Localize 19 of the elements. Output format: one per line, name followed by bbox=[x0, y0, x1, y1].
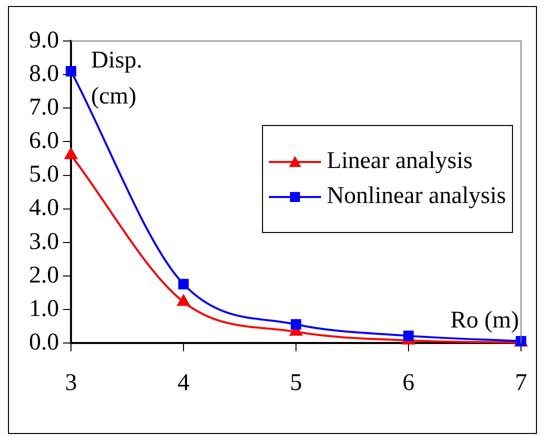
y-tick-label: 8.0 bbox=[29, 60, 59, 87]
legend-label: Linear analysis bbox=[326, 148, 473, 175]
y-tick-label: 4.0 bbox=[29, 195, 59, 222]
y-tick-label: 6.0 bbox=[29, 128, 59, 154]
x-tick-label: 3 bbox=[65, 370, 77, 396]
y-axis-title: Disp. (cm) bbox=[91, 47, 142, 110]
x-axis-title: Ro (m) bbox=[450, 307, 519, 334]
y-tick-label: 9.0 bbox=[29, 27, 59, 54]
y-tick-label: 1.0 bbox=[29, 296, 59, 322]
legend-label: Nonlinear analysis bbox=[326, 183, 506, 210]
y-tick-label: 2.0 bbox=[29, 262, 59, 288]
x-tick-label: 6 bbox=[402, 370, 414, 396]
x-tick-label: 4 bbox=[178, 370, 190, 396]
y-tick-label: 7.0 bbox=[29, 94, 59, 120]
y-tick-label: 3.0 bbox=[29, 228, 59, 255]
y-tick-label: 0.0 bbox=[29, 329, 59, 356]
x-tick-label: 5 bbox=[290, 370, 302, 396]
y-tick-label: 5.0 bbox=[29, 162, 59, 188]
x-tick-label: 7 bbox=[515, 370, 527, 396]
